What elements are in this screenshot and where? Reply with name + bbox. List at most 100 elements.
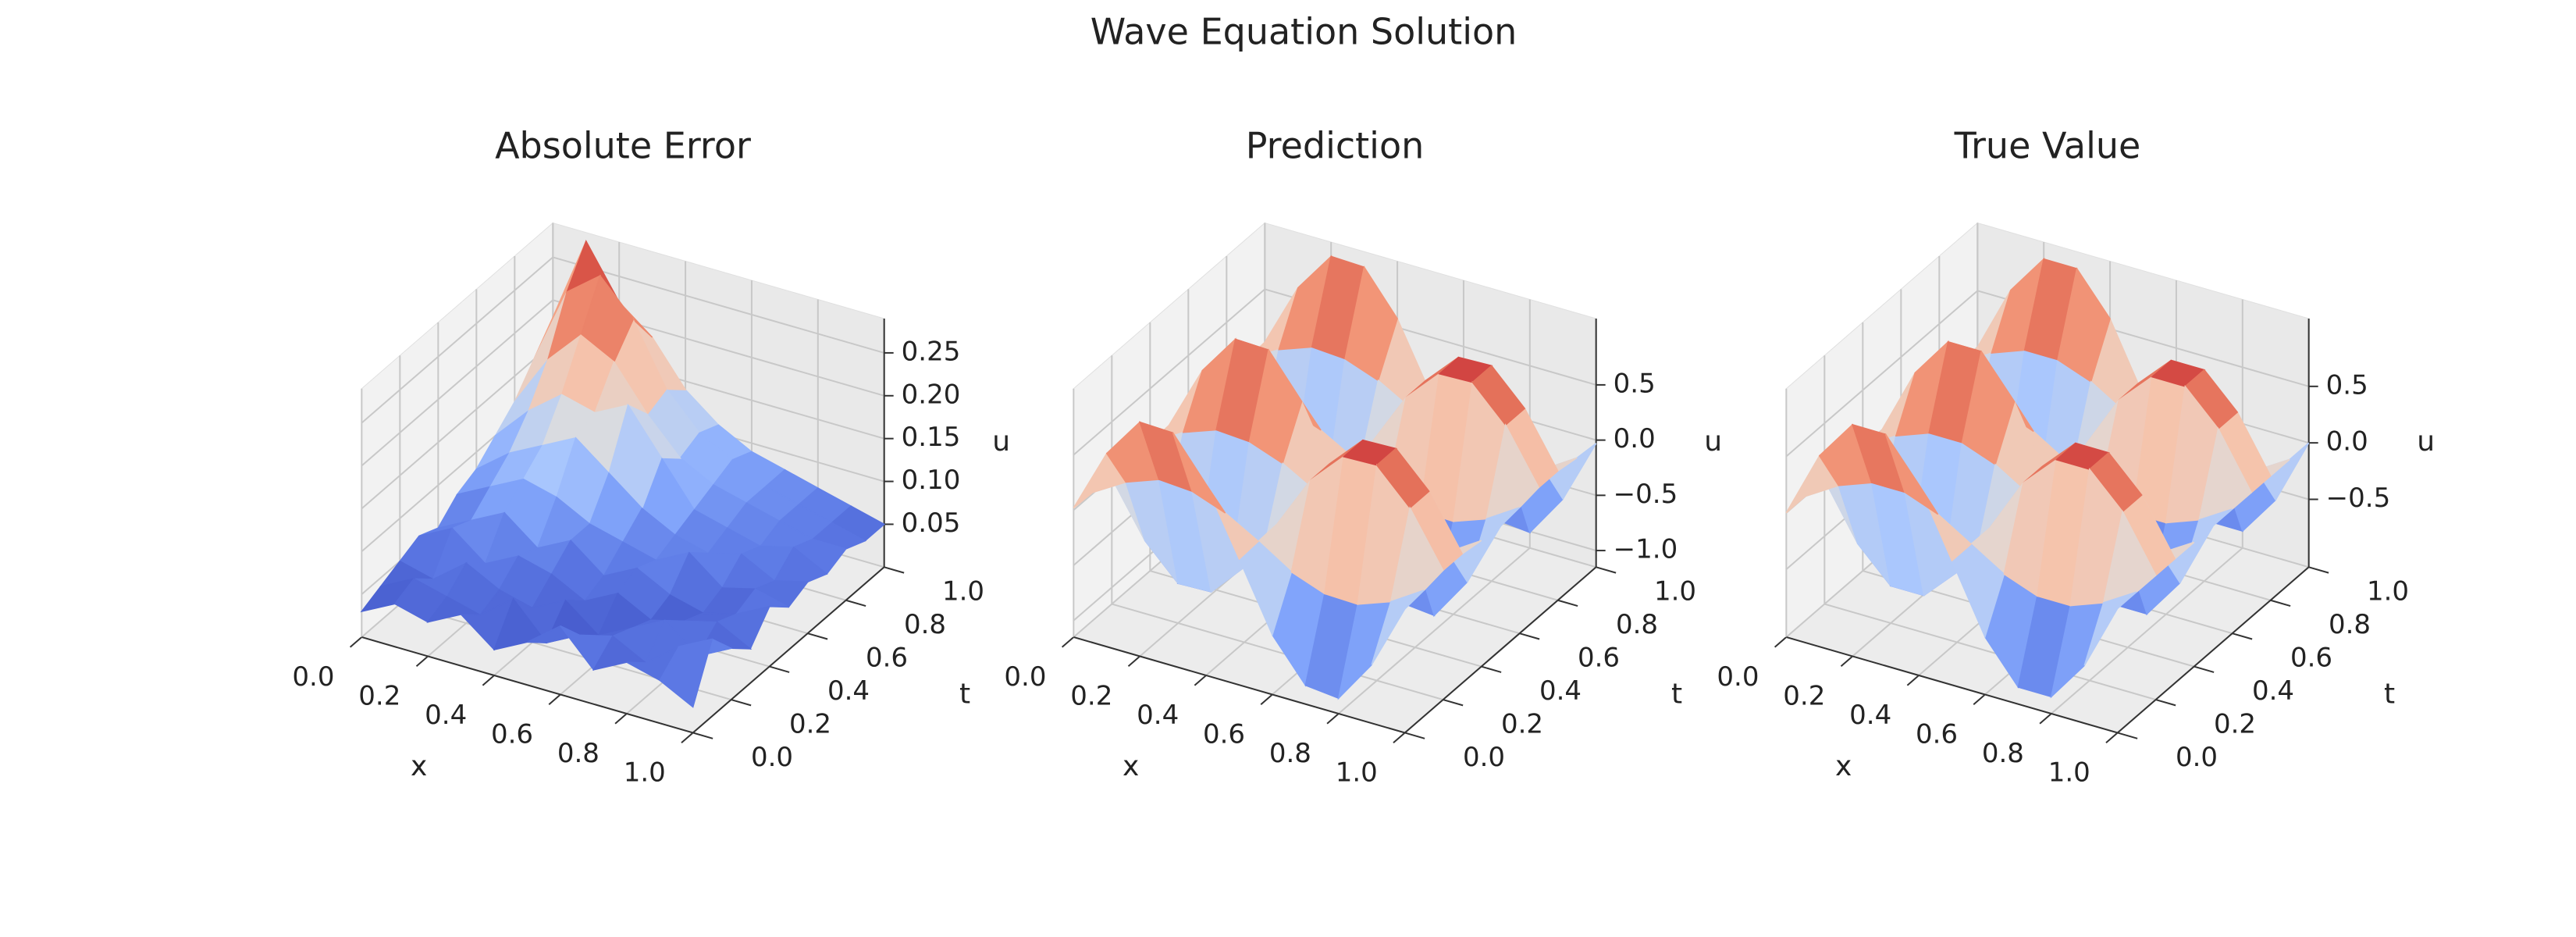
axis-line [1404, 566, 1597, 734]
z-tick-label: 0.5 [2326, 369, 2368, 401]
tick-mark [1596, 566, 1617, 574]
x-axis-label: x [411, 750, 427, 782]
x-tick-label: 0.2 [358, 681, 400, 712]
x-tick-label: 0.2 [1070, 681, 1112, 712]
y-tick-label: 0.0 [1463, 742, 1505, 773]
tick-mark [1481, 665, 1502, 673]
y-tick-label: 0.4 [2252, 675, 2294, 707]
x-tick-label: 0.8 [1269, 738, 1311, 769]
surface-patch [1375, 447, 1430, 509]
z-tick-label: −1.0 [1614, 534, 1678, 565]
tick-mark [884, 566, 905, 574]
tick-mark [807, 632, 828, 640]
tick-mark [1393, 732, 1406, 743]
z-tick-label: 0.0 [2326, 426, 2368, 458]
x-tick-label: 0.6 [1203, 719, 1245, 750]
x-tick-label: 0.6 [491, 719, 533, 750]
y-tick-label: 0.8 [1616, 609, 1658, 640]
y-tick-label: 0.6 [866, 643, 908, 674]
grid-line [2051, 547, 2243, 714]
y-tick-label: 0.2 [1501, 708, 1543, 739]
tick-mark [1906, 675, 1920, 686]
subplot: 0.00.20.40.60.81.0 0.00.20.40.60.81.0−1.0… [1004, 125, 1722, 789]
surface-patch [1248, 348, 1303, 465]
y-tick-label: 0.8 [904, 609, 946, 640]
surface-patch [1344, 265, 1398, 382]
tick-mark [731, 699, 752, 707]
tick-mark [1194, 675, 1207, 686]
surface-patch [2057, 267, 2111, 383]
x-axis-label: x [1835, 750, 1852, 782]
z-tick-label: 0.0 [1614, 423, 1656, 454]
surface-patch [659, 638, 713, 708]
tick-mark [349, 636, 362, 648]
tick-mark [1774, 636, 1787, 648]
z-tick-label: 0.20 [902, 379, 961, 410]
axis-line [1786, 636, 2118, 734]
tick-mark [2232, 632, 2253, 640]
tick-mark [1326, 713, 1340, 725]
tick-mark [1519, 632, 1540, 640]
y-tick-label: 0.0 [751, 742, 793, 773]
subplot: 0.00.20.40.60.81.0 0.00.20.40.60.81.00.05… [292, 125, 1010, 789]
subplot: 0.00.20.40.60.81.0 0.00.20.40.60.81.0−0.5… [1717, 125, 2435, 789]
x-tick-label: 1.0 [624, 757, 666, 789]
tick-mark [482, 675, 495, 686]
y-tick-label: 0.4 [827, 675, 870, 707]
z-tick-label: 0.25 [902, 336, 961, 367]
tick-mark [1443, 699, 1464, 707]
grid-line [361, 256, 553, 424]
tick-mark [2308, 566, 2329, 574]
surface-patch [1884, 433, 1939, 515]
tick-mark [548, 693, 561, 705]
tick-mark [845, 599, 866, 607]
tick-mark [1260, 693, 1273, 705]
z-axis-label: u [2417, 426, 2435, 458]
z-tick-label: −0.5 [1614, 479, 1678, 510]
tick-mark [2039, 713, 2052, 725]
tick-mark [692, 732, 713, 739]
grid-line [553, 256, 884, 354]
x-tick-label: 0.8 [557, 738, 600, 769]
subplot-title: True Value [1954, 125, 2141, 167]
axis-line [2117, 566, 2310, 734]
grid-line [1824, 603, 2156, 700]
axis-line [692, 566, 885, 734]
x-axis-label: x [1123, 750, 1139, 782]
y-tick-label: 0.6 [2290, 643, 2332, 674]
y-tick-label: 0.8 [2329, 609, 2371, 640]
tick-mark [2270, 599, 2291, 607]
z-tick-label: 0.5 [1614, 368, 1656, 399]
grid-line [1785, 290, 1978, 458]
z-tick-label: 0.15 [902, 422, 961, 453]
surface-patch [1172, 432, 1226, 514]
surface-patch [1961, 350, 2016, 466]
y-tick-label: 0.4 [1539, 675, 1582, 707]
x-tick-label: 0.0 [1004, 661, 1046, 693]
y-tick-label: 1.0 [1654, 576, 1696, 607]
surface-patch [2083, 591, 2137, 666]
x-tick-label: 0.8 [1982, 738, 2024, 769]
y-tick-label: 1.0 [942, 576, 984, 607]
subplot-title: Absolute Error [495, 125, 751, 167]
tick-mark [1973, 693, 1986, 705]
tick-mark [1557, 599, 1578, 607]
y-tick-label: 0.0 [2176, 742, 2218, 773]
x-tick-label: 0.0 [1717, 661, 1759, 693]
tick-mark [1127, 655, 1140, 667]
grid-line [361, 342, 553, 510]
tick-mark [2194, 665, 2215, 673]
z-tick-label: 0.05 [902, 508, 961, 539]
axis-line [1073, 636, 1405, 734]
y-axis-label: t [1671, 679, 1682, 711]
x-tick-label: 1.0 [1336, 757, 1378, 789]
tick-mark [614, 713, 628, 725]
grid-line [1338, 547, 1531, 714]
z-axis-label: u [1704, 426, 1722, 458]
surface-patch [1471, 365, 1526, 426]
y-axis-label: t [959, 679, 970, 711]
y-axis-label: t [2384, 679, 2395, 711]
tick-mark [1061, 636, 1074, 648]
